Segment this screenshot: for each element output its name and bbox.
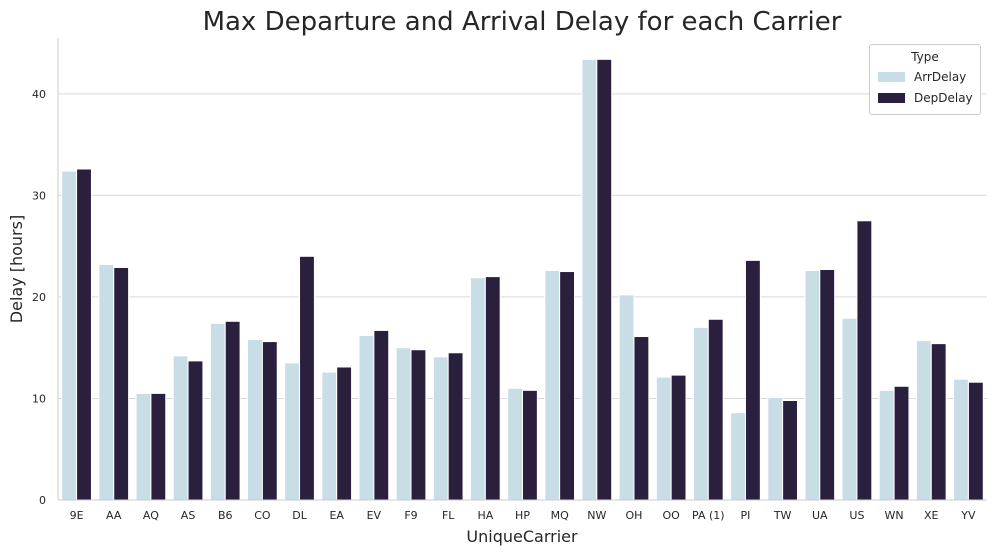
bar-depdelay-oh xyxy=(633,336,650,501)
bar-arrdelay-ua xyxy=(804,270,821,501)
bar-arrdelay-us xyxy=(841,317,858,501)
legend: Type ArrDelay DepDelay xyxy=(869,44,981,115)
x-tick-label: HP xyxy=(515,509,530,522)
x-tick-label: EV xyxy=(367,509,382,522)
bar-arrdelay-yv xyxy=(953,378,969,501)
bar-arrdelay-b6 xyxy=(209,322,226,501)
legend-swatch-arrdelay xyxy=(878,72,905,82)
legend-swatch-depdelay xyxy=(878,93,905,103)
bar-depdelay-ua xyxy=(819,269,836,501)
bar-arrdelay-pi xyxy=(730,412,746,501)
bar-arrdelay-dl xyxy=(284,362,301,501)
legend-title: Type xyxy=(911,50,939,64)
x-tick-label: NW xyxy=(587,509,606,522)
bar-depdelay-xe xyxy=(930,343,947,501)
bar-depdelay-ev xyxy=(373,329,390,501)
y-tick-label: 40 xyxy=(32,88,46,101)
x-tick-label: PA (1) xyxy=(692,509,725,522)
bar-depdelay-tw xyxy=(782,399,798,501)
bar-depdelay-ea xyxy=(336,366,353,501)
bar-depdelay-nw xyxy=(596,58,613,501)
x-axis-label: UniqueCarrier xyxy=(466,527,578,546)
y-tick-label: 30 xyxy=(32,189,46,202)
bar-arrdelay-as xyxy=(172,355,189,501)
x-tick-label: XE xyxy=(924,509,939,522)
bar-arrdelay-fl xyxy=(432,356,449,501)
bar-depdelay-mq xyxy=(559,271,576,501)
x-tick-label: AA xyxy=(106,509,122,522)
bar-arrdelay-co xyxy=(247,339,263,501)
bar-arrdelay-aa xyxy=(98,263,115,501)
x-tick-label: AQ xyxy=(143,509,159,522)
x-tick-label: OH xyxy=(626,509,643,522)
y-axis-ticks: 0 10 20 30 40 xyxy=(32,88,46,507)
x-tick-label: FL xyxy=(442,509,455,522)
x-tick-label: 9E xyxy=(70,509,84,522)
x-tick-label: YV xyxy=(960,509,976,522)
bar-depdelay-9e xyxy=(76,168,92,501)
bar-depdelay-us xyxy=(856,220,873,501)
x-tick-label: US xyxy=(849,509,864,522)
bar-depdelay-as xyxy=(187,360,204,501)
bar-depdelay-oo xyxy=(670,374,687,501)
bar-arrdelay-ha xyxy=(469,277,486,501)
y-axis-label: Delay [hours] xyxy=(7,215,26,323)
bar-depdelay-aq xyxy=(150,392,167,501)
bar-arrdelay-wn xyxy=(878,389,895,501)
bar-arrdelay-aq xyxy=(135,392,152,501)
bar-arrdelay-tw xyxy=(767,396,784,501)
x-tick-label: DL xyxy=(292,509,307,522)
bar-depdelay-fl xyxy=(447,352,464,501)
bar-depdelay-pi xyxy=(744,259,761,501)
x-tick-label: B6 xyxy=(218,509,233,522)
x-tick-label: CO xyxy=(254,509,271,522)
x-tick-label: AS xyxy=(181,509,196,522)
x-tick-label: TW xyxy=(773,509,792,522)
x-tick-label: WN xyxy=(885,509,904,522)
x-tick-label: OO xyxy=(662,509,680,522)
bar-arrdelay-oo xyxy=(655,376,672,501)
bar-arrdelay-hp xyxy=(507,387,523,501)
chart-title: Max Departure and Arrival Delay for each… xyxy=(203,7,842,37)
bar-depdelay-f9 xyxy=(410,349,427,501)
legend-item-arrdelay: ArrDelay xyxy=(878,69,966,85)
bar-arrdelay-oh xyxy=(618,294,635,501)
y-tick-label: 10 xyxy=(32,392,46,405)
bar-depdelay-yv xyxy=(967,381,984,501)
bar-depdelay-hp xyxy=(522,389,538,501)
bar-depdelay-ha xyxy=(484,276,501,501)
x-axis-ticks: 9E AA AQ AS B6 CO DL EA EV F9 FL HA HP MQ NW OH OO PA (1)… xyxy=(70,509,976,522)
x-tick-label: F9 xyxy=(404,509,417,522)
bar-depdelay-pa1 xyxy=(707,318,724,501)
y-tick-label: 20 xyxy=(32,291,46,304)
x-tick-label: MQ xyxy=(551,509,569,522)
bar-arrdelay-pa1 xyxy=(692,326,709,501)
x-tick-label: PI xyxy=(741,509,751,522)
bar-depdelay-co xyxy=(261,341,278,501)
bar-arrdelay-xe xyxy=(915,340,932,501)
legend-item-depdelay: DepDelay xyxy=(878,90,973,106)
x-tick-label: UA xyxy=(812,509,828,522)
bar-depdelay-b6 xyxy=(224,320,241,501)
bar-depdelay-wn xyxy=(893,385,910,501)
bar-arrdelay-nw xyxy=(581,58,598,501)
bar-arrdelay-mq xyxy=(544,270,561,501)
y-tick-label: 0 xyxy=(39,494,46,507)
bars xyxy=(61,58,984,501)
x-tick-label: HA xyxy=(477,509,493,522)
x-tick-label: EA xyxy=(329,509,344,522)
bar-arrdelay-ea xyxy=(321,371,338,501)
legend-label-depdelay: DepDelay xyxy=(914,91,973,105)
bar-arrdelay-9e xyxy=(61,170,78,501)
bar-arrdelay-f9 xyxy=(395,347,412,501)
bar-depdelay-aa xyxy=(113,266,130,501)
bar-arrdelay-ev xyxy=(358,335,375,501)
legend-label-arrdelay: ArrDelay xyxy=(914,70,967,84)
bar-depdelay-dl xyxy=(299,255,315,501)
